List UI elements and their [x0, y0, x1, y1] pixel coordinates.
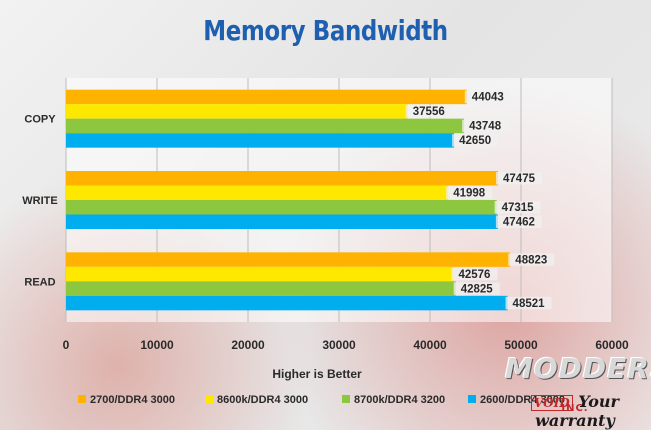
x-tick-label: 30000 [322, 338, 356, 352]
bar [66, 214, 498, 229]
data-label: 41998 [453, 188, 486, 200]
bar [66, 171, 499, 186]
bar [66, 266, 454, 282]
bar [66, 252, 511, 267]
data-label-chip [496, 172, 543, 185]
legend-label: 8700k/DDR4 3200 [354, 394, 445, 406]
legend: 2700/DDR4 3000 8600k/DDR4 3000 8700k/DDR4 … [78, 394, 565, 406]
data-label-chip [451, 267, 498, 281]
legend-label: 8600k/DDR4 3000 [217, 394, 308, 406]
x-tick-label: 0 [63, 338, 70, 352]
data-label: 44043 [472, 92, 504, 104]
data-label: 47462 [503, 217, 535, 229]
data-label-chip [494, 201, 541, 214]
data-label-chip [453, 282, 500, 295]
category-label: WRITE [22, 195, 57, 207]
data-label: 47315 [502, 202, 535, 214]
data-label: 42650 [459, 135, 491, 147]
bar [66, 200, 497, 215]
data-label: 42576 [458, 269, 490, 281]
data-label: 48823 [515, 254, 547, 266]
data-label-chip [446, 186, 493, 199]
bar [66, 133, 455, 148]
bar-layer [66, 89, 511, 311]
data-label-chip [462, 119, 509, 133]
legend-swatch [78, 395, 86, 403]
data-label-chip [452, 134, 499, 147]
data-label-chip [495, 215, 542, 228]
category-label: COPY [24, 114, 56, 126]
x-tick-label: 60000 [595, 338, 629, 352]
x-axis-title: Higher is Better [272, 367, 362, 381]
x-tick-label: 20000 [231, 338, 265, 352]
legend-label: 2700/DDR4 3000 [90, 394, 175, 406]
data-label: 43748 [469, 121, 502, 133]
watermark-subtitle: VOID Your warranty [505, 392, 645, 430]
bar [66, 89, 467, 105]
legend-label: 2600/DDR4 3000 [480, 394, 565, 406]
chart-title: Memory Bandwidth [203, 14, 448, 47]
bar [66, 295, 508, 311]
legend-swatch [468, 395, 476, 403]
bar [66, 281, 456, 296]
x-tick-label: 40000 [413, 338, 447, 352]
watermark-title: MODDERS INC. [505, 352, 651, 414]
data-label-chip [508, 253, 555, 266]
data-label: 37556 [413, 106, 445, 118]
x-tick-label: 10000 [140, 338, 174, 352]
bar [66, 104, 408, 119]
label-layer: 0 10000 20000 30000 40000 50000 60000 COPY 44043… [22, 90, 629, 352]
data-label: 42825 [461, 283, 494, 295]
data-label-chip [505, 296, 552, 310]
bar [66, 118, 465, 134]
x-tick-label: 50000 [504, 338, 538, 352]
legend-swatch [342, 395, 350, 403]
data-label: 48521 [513, 298, 546, 310]
data-label-chip [464, 90, 511, 104]
data-label-chip [405, 105, 452, 118]
data-label: 47475 [503, 173, 536, 185]
legend-swatch [205, 395, 213, 403]
bar [66, 185, 449, 200]
watermark-logo: MODDERS INC. VOID Your warranty [505, 352, 651, 430]
category-label: READ [24, 276, 55, 288]
